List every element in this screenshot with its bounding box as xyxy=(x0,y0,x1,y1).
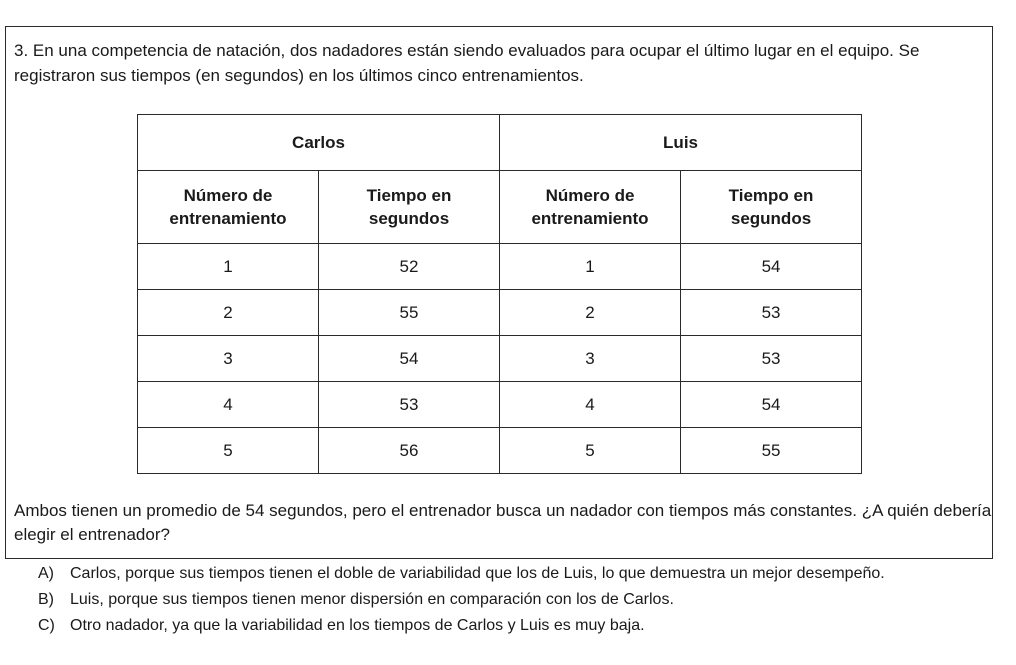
table-row: 1 52 1 54 xyxy=(137,243,863,290)
answer-option-b[interactable]: B) Luis, porque sus tiempos tienen menor… xyxy=(38,589,1003,611)
column-header-line: segundos xyxy=(368,209,450,228)
group-header-carlos: Carlos xyxy=(136,114,501,171)
table-cell: 55 xyxy=(680,427,863,474)
option-text: Luis, porque sus tiempos tienen menor di… xyxy=(70,591,674,608)
table-cell: 53 xyxy=(680,289,863,336)
table-cell: 54 xyxy=(680,381,863,428)
table-row: 5 56 5 55 xyxy=(137,427,863,474)
column-header: Número de entrenamiento xyxy=(137,170,319,244)
column-header-line: Número de xyxy=(183,186,273,205)
column-header: Tiempo en segundos xyxy=(680,170,863,244)
table-cell: 1 xyxy=(137,243,319,290)
column-header-line: Número de xyxy=(545,186,635,205)
question-frame xyxy=(5,26,993,559)
table-cell: 5 xyxy=(137,427,319,474)
group-header-luis: Luis xyxy=(499,114,863,171)
table-cell: 3 xyxy=(499,335,682,382)
table-cell: 5 xyxy=(499,427,682,474)
option-text: Carlos, porque sus tiempos tienen el dob… xyxy=(70,565,885,582)
table-cell: 53 xyxy=(317,381,501,428)
option-letter: C) xyxy=(38,617,55,634)
table-cell: 4 xyxy=(499,381,682,428)
option-letter: B) xyxy=(38,591,54,608)
answer-option-a[interactable]: A) Carlos, porque sus tiempos tienen el … xyxy=(38,563,1003,585)
table-cell: 55 xyxy=(317,289,501,336)
table-cell: 53 xyxy=(680,335,863,382)
table-cell: 2 xyxy=(499,289,682,336)
group-header-row: Carlos Luis xyxy=(136,114,863,171)
table-cell: 56 xyxy=(317,427,501,474)
table-cell: 54 xyxy=(680,243,863,290)
column-header-line: Tiempo en xyxy=(728,186,814,205)
table-row: 4 53 4 54 xyxy=(137,381,863,428)
column-header-line: entrenamiento xyxy=(531,209,649,228)
swim-times-table: Carlos Luis Número de entrenamiento Tiemp… xyxy=(136,114,863,474)
column-header: Tiempo en segundos xyxy=(317,170,501,244)
column-header-row: Número de entrenamiento Tiempo en segundos… xyxy=(137,170,863,244)
table-cell: 2 xyxy=(137,289,319,336)
table-cell: 54 xyxy=(317,335,501,382)
table-cell: 3 xyxy=(137,335,319,382)
option-text: Otro nadador, ya que la variabilidad en … xyxy=(70,617,645,634)
column-header: Número de entrenamiento xyxy=(499,170,682,244)
table-row: 2 55 2 53 xyxy=(137,289,863,336)
option-letter: A) xyxy=(38,565,54,582)
question-prompt: Ambos tienen un promedio de 54 segundos,… xyxy=(14,501,992,544)
column-header-line: segundos xyxy=(730,209,812,228)
table-cell: 52 xyxy=(317,243,501,290)
column-header-line: entrenamiento xyxy=(169,209,287,228)
answer-options: A) Carlos, porque sus tiempos tienen el … xyxy=(38,563,1003,637)
column-header-line: Tiempo en xyxy=(366,186,452,205)
table-cell: 1 xyxy=(499,243,682,290)
table-row: 3 54 3 53 xyxy=(137,335,863,382)
table-cell: 4 xyxy=(137,381,319,428)
question-intro: 3. En una competencia de natación, dos n… xyxy=(14,41,920,85)
answer-option-c[interactable]: C) Otro nadador, ya que la variabilidad … xyxy=(38,615,1003,637)
